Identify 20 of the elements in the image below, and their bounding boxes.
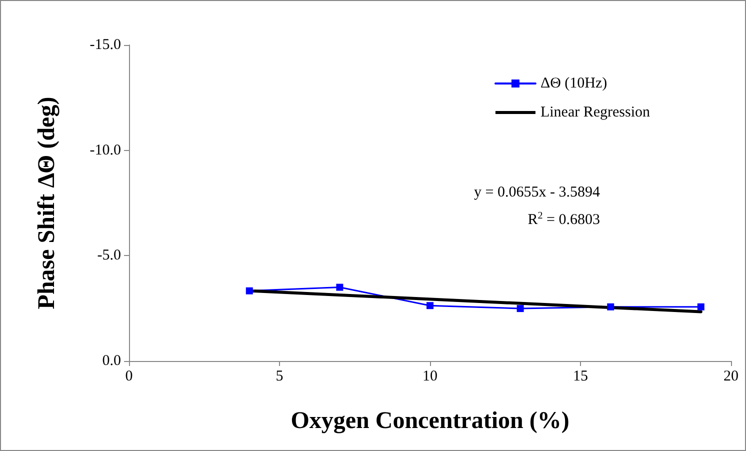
y-tick-label: 0.0 — [102, 353, 121, 369]
y-tick-label: -15.0 — [90, 37, 121, 53]
legend-label: ΔΘ (10Hz) — [540, 76, 608, 92]
y-tick-label: -5.0 — [97, 248, 121, 264]
point — [336, 284, 344, 291]
y-tick-label: -10.0 — [90, 142, 121, 158]
x-tick-label: 20 — [724, 368, 738, 384]
x-axis-title: Oxygen Concentration (%) — [290, 408, 570, 434]
point — [607, 303, 614, 310]
annotation: y = 0.0655x - 3.5894 — [474, 184, 600, 200]
x-tick-label: 10 — [422, 368, 438, 384]
legend-label: Linear Regression — [540, 104, 650, 120]
point — [697, 303, 704, 310]
point — [246, 287, 253, 294]
x-tick-label: 5 — [276, 368, 284, 384]
point — [426, 302, 434, 310]
y-axis-title: Phase Shift ΔΘ (deg) — [34, 96, 60, 310]
point — [516, 305, 524, 312]
x-tick-label: 0 — [125, 368, 133, 384]
x-tick-label: 15 — [573, 368, 588, 384]
